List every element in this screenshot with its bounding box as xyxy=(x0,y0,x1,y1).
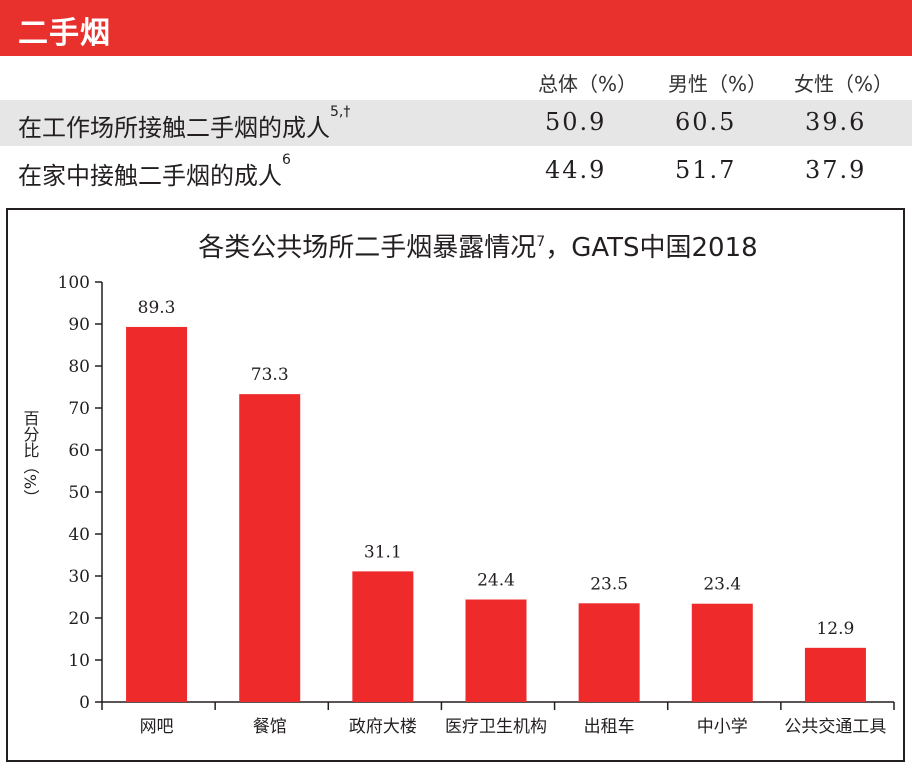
bar xyxy=(578,603,640,702)
data-label: 24.4 xyxy=(477,571,515,591)
cell-total: 44.9 xyxy=(545,156,607,184)
bar xyxy=(126,326,188,702)
y-axis-label: 百分比（%） xyxy=(21,410,40,505)
y-tick-label: 90 xyxy=(68,315,90,335)
y-tick-label: 20 xyxy=(68,609,90,629)
chart-frame: 各类公共场所二手烟暴露情况7，GATS中国2018 百分比（%） 0 10 20 30… xyxy=(6,208,905,762)
y-tick-label: 0 xyxy=(79,693,90,713)
bar xyxy=(352,571,414,702)
section-banner: 二手烟 xyxy=(0,0,912,56)
x-tick-label: 公共交通工具 xyxy=(784,717,886,737)
row-label: 在家中接触二手烟的成人6 xyxy=(18,152,291,190)
cell-total: 50.9 xyxy=(545,108,607,136)
row-footnote: 6 xyxy=(282,152,291,168)
y-tick-label: 100 xyxy=(58,273,90,293)
row-footnote: 5,† xyxy=(330,104,351,120)
data-label: 89.3 xyxy=(138,298,176,318)
chart-title: 各类公共场所二手烟暴露情况7，GATS中国2018 xyxy=(198,233,757,263)
cell-female: 39.6 xyxy=(805,108,867,136)
x-tick-label: 出租车 xyxy=(584,717,635,737)
table-row: 在家中接触二手烟的成人6 44.9 51.7 37.9 xyxy=(0,148,912,194)
x-tick-label: 医疗卫生机构 xyxy=(445,717,547,737)
x-tick-label: 网吧 xyxy=(140,717,174,737)
data-label: 23.4 xyxy=(703,575,741,595)
y-tick-label: 60 xyxy=(68,441,90,461)
cell-male: 51.7 xyxy=(675,156,737,184)
section-title: 二手烟 xyxy=(18,16,111,51)
bar xyxy=(691,603,753,702)
cell-male: 60.5 xyxy=(675,108,737,136)
row-label: 在工作场所接触二手烟的成人5,† xyxy=(18,104,351,142)
y-tick-label: 10 xyxy=(68,651,90,671)
x-tick-label: 中小学 xyxy=(697,717,748,737)
y-tick-label: 40 xyxy=(68,525,90,545)
bar-chart: 各类公共场所二手烟暴露情况7，GATS中国2018 百分比（%） 0 10 20 30… xyxy=(21,233,895,737)
header-female: 女性（%） xyxy=(794,72,894,96)
table-row: 在工作场所接触二手烟的成人5,† 50.9 60.5 39.6 xyxy=(0,100,912,146)
y-tick-label: 50 xyxy=(68,483,90,503)
y-tick-label: 70 xyxy=(68,399,90,419)
cell-female: 37.9 xyxy=(805,156,867,184)
data-label: 73.3 xyxy=(251,365,289,385)
x-tick-label: 政府大楼 xyxy=(349,717,417,737)
data-label: 31.1 xyxy=(364,542,402,562)
y-tick-label: 30 xyxy=(68,567,90,587)
bar xyxy=(239,394,301,702)
bars: 89.3 网吧 73.3 餐馆 31.1 政府大楼 24.4 医疗卫生机构 23.5 出租车 23.… xyxy=(126,298,886,737)
bar xyxy=(804,647,866,702)
y-tick-label: 80 xyxy=(68,357,90,377)
x-tick-label: 餐馆 xyxy=(253,717,287,737)
header-male: 男性（%） xyxy=(668,72,768,96)
bar xyxy=(465,599,527,702)
data-label: 23.5 xyxy=(590,574,628,594)
data-label: 12.9 xyxy=(816,619,854,639)
header-total: 总体（%） xyxy=(538,72,638,96)
